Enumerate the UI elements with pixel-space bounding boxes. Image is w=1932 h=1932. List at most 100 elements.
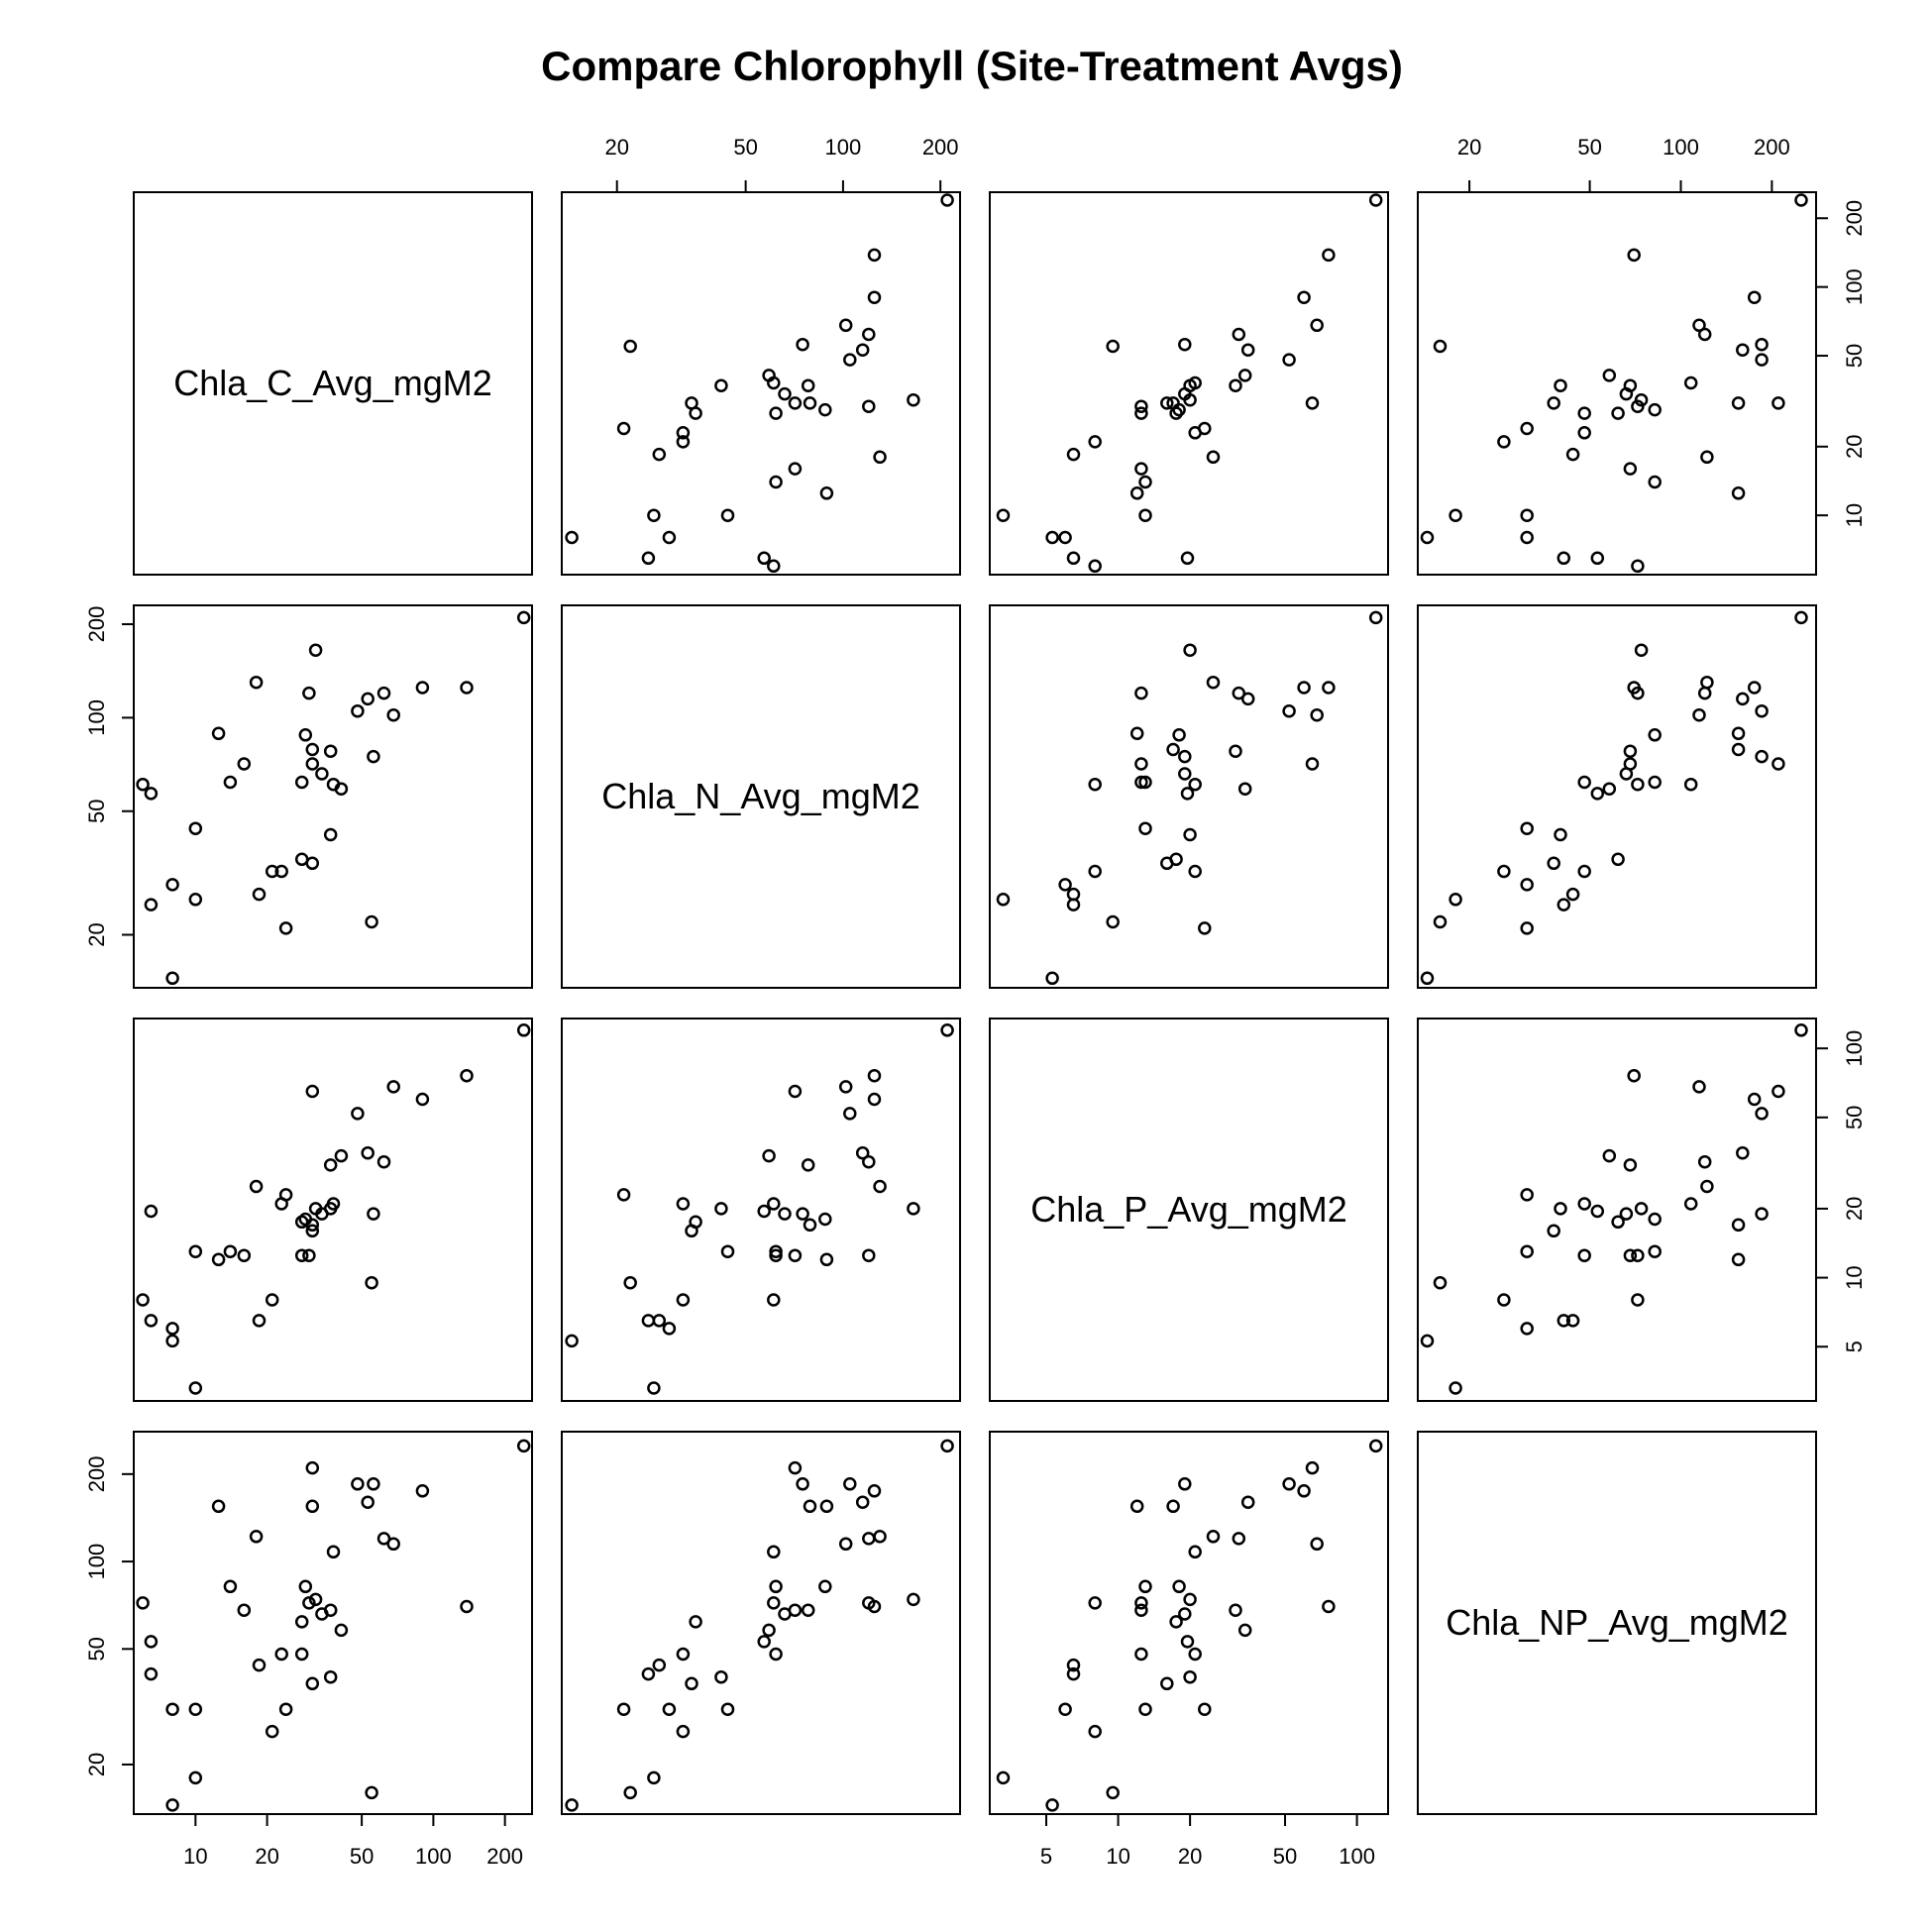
panel-frame bbox=[989, 191, 1389, 576]
data-point bbox=[1736, 343, 1750, 357]
data-point bbox=[1180, 787, 1195, 801]
panel-frame bbox=[133, 604, 533, 989]
data-point bbox=[1547, 396, 1560, 410]
data-point bbox=[1634, 1202, 1649, 1216]
data-point bbox=[1683, 1197, 1698, 1211]
data-point bbox=[676, 1647, 691, 1662]
y-tick-label: 20 bbox=[1842, 1197, 1867, 1221]
data-point bbox=[647, 1771, 661, 1785]
data-point bbox=[796, 337, 809, 352]
panel-C-vs-NP bbox=[1417, 191, 1817, 576]
data-point bbox=[305, 1084, 320, 1099]
data-point bbox=[1692, 318, 1706, 333]
data-point bbox=[136, 777, 150, 792]
data-point bbox=[1577, 864, 1591, 879]
data-point bbox=[1232, 327, 1246, 342]
data-point bbox=[1520, 421, 1534, 436]
data-point bbox=[862, 327, 876, 342]
data-point bbox=[323, 1669, 338, 1684]
data-point bbox=[365, 1785, 378, 1800]
data-point bbox=[940, 1023, 954, 1037]
data-point bbox=[1747, 290, 1762, 304]
data-point bbox=[1180, 1635, 1195, 1649]
data-point bbox=[1736, 1145, 1750, 1160]
data-point bbox=[252, 1658, 267, 1672]
data-point bbox=[801, 1603, 815, 1617]
panel-C-vs-C: Chla_C_Avg_mgM2 bbox=[133, 191, 533, 576]
panel-N-vs-NP bbox=[1417, 604, 1817, 989]
data-point bbox=[1166, 1499, 1180, 1514]
data-point bbox=[778, 1207, 792, 1221]
panel-frame bbox=[1417, 1431, 1817, 1815]
x-tick-label: 20 bbox=[604, 135, 628, 160]
y-tick-label: 50 bbox=[84, 800, 109, 823]
data-point bbox=[1138, 775, 1152, 790]
data-point bbox=[767, 1197, 781, 1211]
data-point bbox=[326, 1545, 341, 1559]
data-point bbox=[641, 1666, 656, 1681]
data-point bbox=[1297, 681, 1311, 695]
data-point bbox=[386, 1080, 400, 1094]
panel-frame bbox=[133, 1018, 533, 1402]
data-point bbox=[843, 353, 857, 367]
x-axis-NP-top: 20 50 100 200 bbox=[1457, 135, 1790, 192]
data-point bbox=[714, 1669, 728, 1684]
data-point bbox=[302, 1596, 316, 1610]
x-tick-label: 5 bbox=[1040, 1844, 1052, 1869]
data-point bbox=[1648, 775, 1662, 790]
data-point bbox=[1736, 692, 1750, 706]
data-point bbox=[862, 1532, 876, 1546]
data-point bbox=[767, 559, 781, 574]
data-point bbox=[294, 852, 309, 867]
data-point bbox=[996, 1771, 1011, 1785]
data-point bbox=[1755, 703, 1769, 718]
data-point bbox=[1755, 353, 1769, 367]
data-point bbox=[676, 1293, 691, 1307]
data-point bbox=[1692, 1080, 1706, 1094]
data-point bbox=[1232, 686, 1246, 700]
data-point bbox=[1648, 1244, 1662, 1258]
x-axis-N-top: 20 50 100 200 bbox=[604, 135, 959, 192]
data-point bbox=[1282, 353, 1296, 367]
data-point bbox=[1198, 1702, 1212, 1716]
data-point bbox=[767, 1596, 781, 1610]
data-point bbox=[873, 1179, 887, 1194]
data-point bbox=[940, 193, 954, 207]
data-point bbox=[1554, 378, 1567, 392]
data-point bbox=[819, 1499, 834, 1514]
data-point bbox=[1088, 559, 1102, 574]
panel-frame bbox=[561, 1018, 961, 1402]
y-axis-C-right: 10 20 50 100 200 bbox=[1816, 200, 1867, 527]
data-point bbox=[1169, 406, 1183, 420]
data-point bbox=[1433, 339, 1448, 354]
data-point bbox=[361, 1495, 375, 1509]
data-point bbox=[144, 1204, 159, 1219]
data-point bbox=[1134, 686, 1148, 700]
data-point bbox=[188, 1771, 203, 1785]
data-point bbox=[1565, 1314, 1580, 1328]
data-point bbox=[689, 1215, 702, 1230]
data-point bbox=[862, 1248, 876, 1262]
data-point bbox=[1556, 898, 1571, 912]
panel-frame bbox=[133, 191, 533, 576]
data-point bbox=[1188, 777, 1202, 792]
data-point bbox=[1747, 1092, 1762, 1107]
data-point bbox=[1045, 971, 1059, 986]
data-point bbox=[762, 1623, 776, 1638]
data-point bbox=[1731, 1252, 1746, 1267]
data-point bbox=[1368, 1439, 1383, 1453]
x-tick-label: 200 bbox=[922, 135, 959, 160]
data-point bbox=[1134, 399, 1148, 413]
data-point bbox=[1648, 475, 1662, 489]
data-point bbox=[1497, 1293, 1511, 1307]
y-tick-label: 20 bbox=[84, 1753, 109, 1776]
data-point bbox=[1602, 1148, 1617, 1163]
data-point bbox=[1237, 369, 1252, 382]
data-point bbox=[1305, 1460, 1320, 1475]
data-point bbox=[460, 681, 474, 695]
data-point bbox=[1631, 1293, 1645, 1307]
data-point bbox=[1183, 827, 1197, 842]
data-point bbox=[1631, 399, 1645, 413]
y-tick-label: 200 bbox=[84, 606, 109, 643]
data-point bbox=[662, 530, 677, 545]
